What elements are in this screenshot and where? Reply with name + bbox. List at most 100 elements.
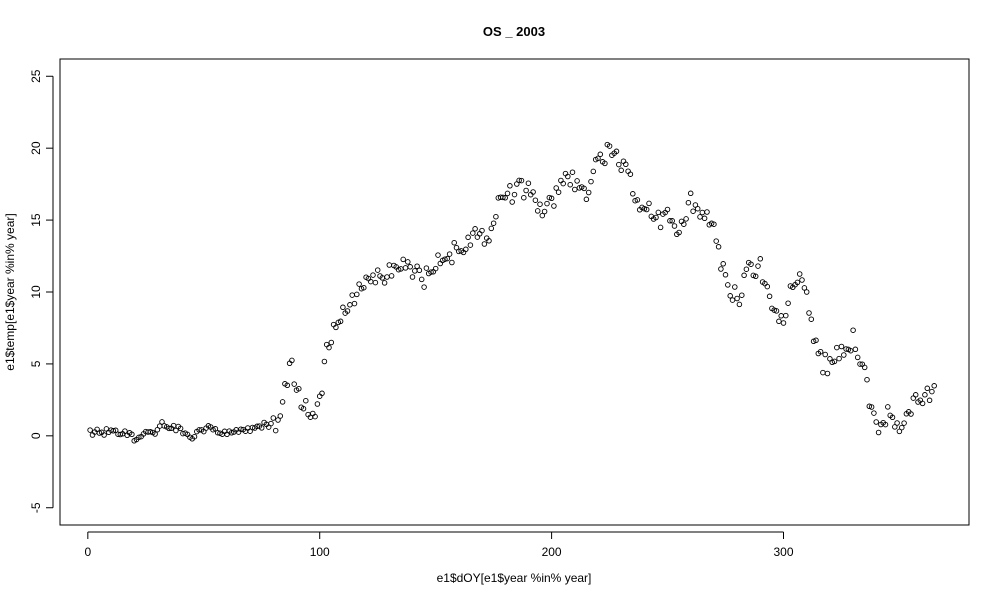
data-point xyxy=(370,272,376,278)
data-point xyxy=(416,267,423,274)
data-point xyxy=(741,272,747,279)
data-point xyxy=(861,364,868,371)
data-point xyxy=(112,427,119,434)
data-point xyxy=(507,183,513,189)
data-point xyxy=(465,234,471,241)
data-point xyxy=(537,201,543,207)
data-point xyxy=(627,171,634,177)
data-point xyxy=(824,370,831,377)
data-point xyxy=(546,194,553,201)
data-point xyxy=(511,191,518,198)
data-point xyxy=(446,251,453,257)
data-point xyxy=(476,231,483,237)
data-point xyxy=(699,209,706,216)
data-point xyxy=(541,208,548,215)
data-point xyxy=(588,178,594,185)
data-point xyxy=(312,413,318,420)
data-point xyxy=(523,187,529,194)
data-point xyxy=(929,388,935,395)
data-point xyxy=(449,259,455,266)
data-point xyxy=(321,358,328,365)
data-point xyxy=(616,161,622,168)
data-point xyxy=(442,256,448,262)
data-point xyxy=(924,385,931,392)
data-point xyxy=(901,420,907,426)
data-point xyxy=(87,427,93,433)
data-point xyxy=(676,229,682,236)
chart-title: OS _ 2003 xyxy=(483,24,545,39)
y-tick-label: 10 xyxy=(29,285,43,299)
data-point xyxy=(423,265,430,271)
data-point xyxy=(400,256,406,263)
data-point xyxy=(481,241,488,247)
data-point xyxy=(421,284,427,290)
data-point xyxy=(272,427,279,434)
data-point xyxy=(780,320,787,326)
data-point xyxy=(275,417,281,423)
data-point xyxy=(488,225,495,232)
data-point xyxy=(630,191,636,197)
y-axis: -5 0 5 10 15 20 25 xyxy=(29,69,54,513)
data-point xyxy=(778,313,784,319)
data-point xyxy=(110,428,117,434)
data-point xyxy=(344,308,351,314)
data-point xyxy=(432,265,439,272)
data-point xyxy=(743,266,750,272)
data-point xyxy=(764,283,771,290)
data-point xyxy=(585,189,592,196)
x-tick-label: 0 xyxy=(84,545,91,559)
data-point xyxy=(847,347,854,354)
data-point xyxy=(655,209,662,216)
data-point xyxy=(912,392,919,398)
data-point xyxy=(96,430,103,436)
data-point xyxy=(766,293,773,300)
data-point xyxy=(516,177,522,184)
data-point xyxy=(502,195,508,201)
data-point xyxy=(882,421,889,428)
data-point xyxy=(908,411,914,417)
data-point xyxy=(694,205,701,212)
data-point xyxy=(414,263,420,269)
data-point xyxy=(868,404,875,410)
data-point xyxy=(667,218,673,224)
data-point xyxy=(555,189,562,195)
data-point xyxy=(451,239,457,246)
y-tick-label: 5 xyxy=(29,360,43,367)
data-point xyxy=(347,302,353,308)
data-point xyxy=(361,284,367,291)
data-point xyxy=(685,199,692,206)
data-point xyxy=(834,344,840,351)
data-point xyxy=(374,267,381,273)
data-point xyxy=(838,343,845,350)
data-point xyxy=(583,196,590,203)
data-point xyxy=(773,308,780,314)
data-point xyxy=(922,392,928,398)
data-point xyxy=(166,425,172,432)
data-point xyxy=(296,385,302,392)
data-point xyxy=(418,276,425,283)
data-point xyxy=(602,160,608,167)
data-points xyxy=(87,141,937,444)
data-point xyxy=(683,216,689,222)
data-point xyxy=(493,213,499,220)
data-point xyxy=(337,318,344,325)
data-point xyxy=(697,214,703,220)
data-point xyxy=(386,262,393,268)
data-point xyxy=(581,185,587,192)
data-point xyxy=(613,148,620,155)
data-point xyxy=(525,180,532,186)
data-point xyxy=(245,425,251,431)
x-axis: 0 100 200 300 xyxy=(84,531,794,559)
data-point xyxy=(486,238,492,244)
data-point xyxy=(715,244,722,250)
data-point xyxy=(794,279,801,286)
data-point xyxy=(268,420,274,427)
data-point xyxy=(671,223,678,229)
data-point xyxy=(474,234,481,240)
data-point xyxy=(711,221,717,227)
data-point xyxy=(857,361,863,367)
data-point xyxy=(490,220,497,226)
data-point xyxy=(470,230,476,236)
data-point xyxy=(351,300,358,307)
data-point xyxy=(892,424,898,430)
